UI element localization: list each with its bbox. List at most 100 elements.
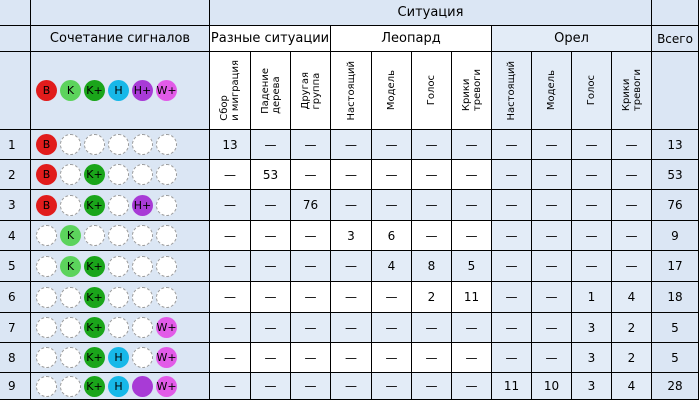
signal-x-empty <box>108 225 129 246</box>
value-cell: — <box>291 130 331 160</box>
value-cell: 4 <box>612 282 652 313</box>
value-cell: — <box>291 160 331 190</box>
value-cell: — <box>492 251 532 282</box>
value-cell: — <box>331 130 372 160</box>
row-signals: B K+ <box>31 160 210 190</box>
signal-x-empty <box>132 286 153 308</box>
signal-x-empty <box>132 255 153 277</box>
value-cell: — <box>492 221 532 251</box>
signal-hp: H+ <box>132 194 153 216</box>
value-cell: — <box>572 130 612 160</box>
value-cell: 53 <box>251 160 291 190</box>
value-cell: 76 <box>291 190 331 221</box>
row-signals: K+ H W+ <box>31 373 210 400</box>
row-total: 18 <box>652 282 699 313</box>
signal-wp: W+ <box>156 317 177 338</box>
row-total: 76 <box>652 190 699 221</box>
value-cell: 11 <box>492 373 532 400</box>
signal-x-empty <box>36 375 57 397</box>
value-cell: — <box>291 251 331 282</box>
value-cell: — <box>251 130 291 160</box>
subheader-label: Модель <box>546 70 557 111</box>
signal-x-empty <box>36 255 57 277</box>
row-signals: K+ W+ <box>31 313 210 343</box>
eagle-header: Орел <box>492 26 652 52</box>
row-number: 4 <box>0 221 31 251</box>
value-cell: — <box>251 313 291 343</box>
legend-signal-wp: W+ <box>156 80 177 101</box>
value-cell: — <box>492 190 532 221</box>
signal-x-empty <box>108 134 129 155</box>
signal-kp: K+ <box>84 255 105 277</box>
subheader-label: Другая группа <box>299 71 322 110</box>
row-total: 53 <box>652 160 699 190</box>
subheader-9: Голос <box>572 52 612 130</box>
signal-header-top <box>31 0 210 26</box>
signal-combo-header: Сочетание сигналов <box>31 26 210 52</box>
row-signals: B <box>31 130 210 160</box>
value-cell: — <box>331 373 372 400</box>
value-cell: — <box>532 313 572 343</box>
signal-kp: K+ <box>84 375 105 397</box>
signal-kp: K+ <box>84 317 105 338</box>
value-cell: 2 <box>612 343 652 373</box>
signal-x-empty <box>36 317 57 338</box>
signal-h: H <box>108 347 129 368</box>
signal-x-empty <box>36 225 57 246</box>
signal-kp: K+ <box>84 164 105 185</box>
signal-x-empty <box>84 134 105 155</box>
value-cell: — <box>572 251 612 282</box>
subheader-label: Падение дерева <box>259 67 282 114</box>
row-total: 5 <box>652 343 699 373</box>
value-cell: — <box>452 190 492 221</box>
value-cell: — <box>532 130 572 160</box>
signal-x-empty <box>60 164 81 185</box>
value-cell: — <box>251 343 291 373</box>
value-cell: — <box>251 221 291 251</box>
signal-x-empty <box>108 164 129 185</box>
signal-b: B <box>36 194 57 216</box>
value-cell: — <box>372 160 412 190</box>
signal-x-empty <box>156 255 177 277</box>
subheader-label: Сбор и миграция <box>219 60 241 121</box>
value-cell: — <box>412 130 452 160</box>
signal-legend: B K K+ H H+ W+ <box>31 52 210 130</box>
row-number: 6 <box>0 282 31 313</box>
value-cell: — <box>251 190 291 221</box>
signal-k: K <box>60 225 81 246</box>
signal-x-empty <box>36 347 57 368</box>
row-signals: K K+ <box>31 251 210 282</box>
value-cell: — <box>452 221 492 251</box>
value-cell: — <box>612 251 652 282</box>
signal-kp: K+ <box>84 194 105 216</box>
value-cell: — <box>452 343 492 373</box>
subheader-2: Другая группа <box>291 52 331 130</box>
corner-cell-3 <box>0 52 31 130</box>
row-signals: K+ <box>31 282 210 313</box>
value-cell: 3 <box>572 343 612 373</box>
value-cell: — <box>291 221 331 251</box>
value-cell: — <box>572 160 612 190</box>
value-cell: — <box>452 160 492 190</box>
value-cell: — <box>291 282 331 313</box>
signal-x-empty <box>60 134 81 155</box>
row-total: 17 <box>652 251 699 282</box>
value-cell: — <box>251 373 291 400</box>
value-cell: 5 <box>452 251 492 282</box>
value-cell: — <box>331 282 372 313</box>
value-cell: 11 <box>452 282 492 313</box>
value-cell: — <box>372 373 412 400</box>
subheader-6: Крики тревоги <box>452 52 492 130</box>
signal-b: B <box>36 164 57 185</box>
value-cell: — <box>251 251 291 282</box>
value-cell: — <box>412 221 452 251</box>
subheader-1: Падение дерева <box>251 52 291 130</box>
signal-x-empty <box>36 286 57 308</box>
row-number: 2 <box>0 160 31 190</box>
value-cell: — <box>452 313 492 343</box>
row-signals: K <box>31 221 210 251</box>
row-number: 9 <box>0 373 31 400</box>
value-cell: — <box>331 343 372 373</box>
row-total: 5 <box>652 313 699 343</box>
value-cell: — <box>210 343 251 373</box>
